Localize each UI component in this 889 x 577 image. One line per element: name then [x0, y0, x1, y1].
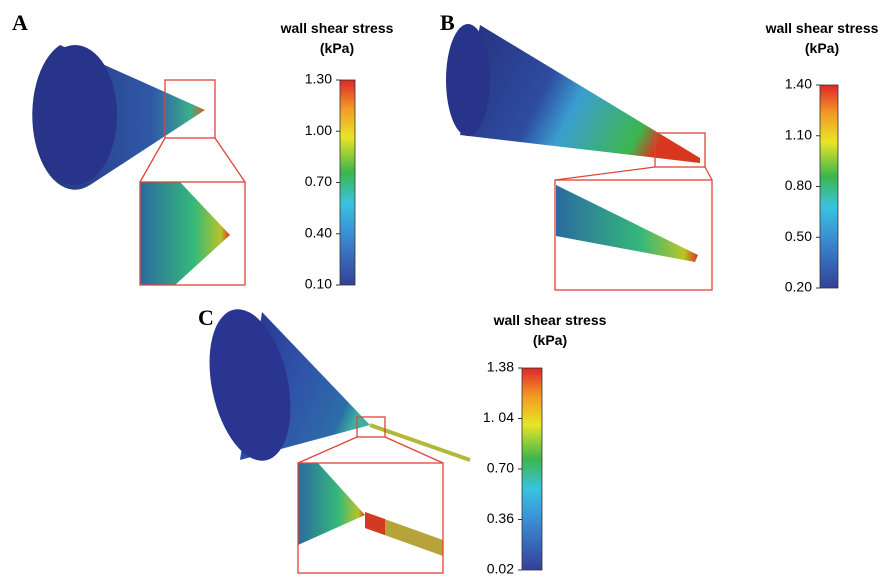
colorbar-tick-label: 0.70 [305, 173, 332, 189]
panel-c-model [197, 302, 470, 573]
colorbar-tick-label: 0.10 [305, 276, 332, 292]
colorbar-tick-label: 0.20 [785, 279, 812, 295]
panel-label: A [12, 10, 28, 35]
colorbar-tick-label: 1.38 [487, 359, 514, 375]
panel-a-model [32, 45, 245, 285]
legend-title: (kPa) [320, 40, 354, 56]
colorbar-tick-label: 0.40 [305, 224, 332, 240]
colorbar [522, 368, 542, 570]
panel-label: C [198, 305, 214, 330]
colorbar-tick-label: 0.36 [487, 510, 514, 526]
colorbar-tick-label: 0.02 [487, 561, 514, 577]
legend-title: (kPa) [533, 332, 567, 348]
colorbar-tick-label: 1.00 [305, 122, 332, 138]
panel-b-model [446, 24, 712, 290]
colorbar [820, 85, 838, 288]
figure: Awall shear stress (kPa) 1.30 1.00 0.70 0.40 0… [0, 0, 889, 577]
colorbar-tick-label: 1.10 [785, 126, 812, 142]
legend-title: (kPa) [805, 40, 839, 56]
legend-title: wall shear stress [493, 312, 607, 328]
legend-title: wall shear stress [765, 20, 879, 36]
colorbar-tick-label: 1.30 [305, 71, 332, 87]
legend-title: wall shear stress [280, 20, 394, 36]
colorbar-tick-label: 0.70 [487, 460, 514, 476]
colorbar-tick-label: 0.80 [785, 177, 812, 193]
panel-label: B [440, 10, 455, 35]
colorbar-tick-label: 0.50 [785, 228, 812, 244]
colorbar-tick-label: 1. 04 [483, 409, 514, 425]
colorbar-tick-label: 1.40 [785, 76, 812, 92]
colorbar [340, 80, 355, 285]
